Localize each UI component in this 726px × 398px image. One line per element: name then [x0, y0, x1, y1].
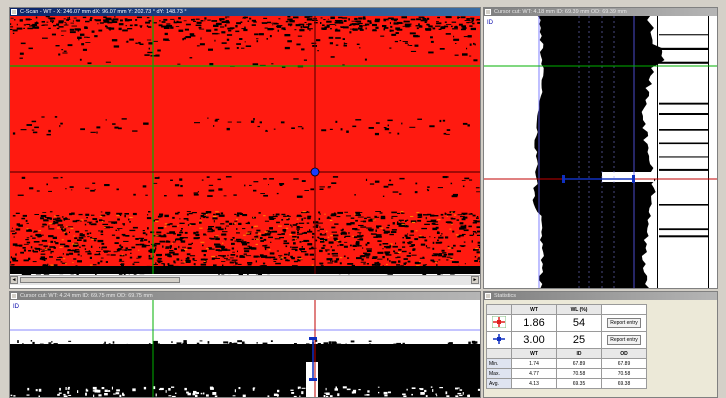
- cursor-cut-bottom-titlebar[interactable]: Cursor cut: WT: 4.24 mm ID: 69.75 mm OD:…: [10, 292, 480, 300]
- blue-cursor-icon[interactable]: [486, 331, 512, 349]
- id-label: ID: [13, 304, 19, 310]
- cell-wt: 1.74: [511, 358, 557, 369]
- blue-cursor-row: 3.00 25 Report entry: [486, 331, 647, 349]
- table-row: Avg. 4.13 69.35 69.38: [486, 378, 647, 389]
- id-label: ID: [487, 20, 493, 26]
- cell-id: 70.58: [556, 368, 602, 379]
- table-row: Min. 1.74 67.89 67.89: [486, 358, 647, 369]
- cscan-horizontal-scrollbar[interactable]: ◄ ►: [10, 275, 480, 285]
- cursor-cut-right-titlebar[interactable]: Cursor cut: WT: 4.18 mm ID: 69.39 mm OD:…: [484, 8, 717, 16]
- scroll-thumb[interactable]: [20, 277, 180, 283]
- header-cell: ID: [556, 348, 602, 359]
- scroll-right-button[interactable]: ►: [471, 276, 479, 284]
- statistics-title: Statistics: [494, 293, 517, 299]
- cell-id: 69.35: [556, 378, 602, 389]
- row-label: Max.: [486, 368, 512, 379]
- statistics-window: Statistics WT WL (%) 1.86 54 Report entr…: [483, 291, 718, 398]
- cursor-cut-bottom-profile[interactable]: [10, 300, 480, 398]
- header-cell: [486, 348, 512, 359]
- scroll-left-icon: ◄: [11, 277, 17, 283]
- scroll-left-button[interactable]: ◄: [10, 276, 18, 284]
- statistics-table: WT WL (%) 1.86 54 Report entry 3.00 25 R…: [486, 304, 647, 389]
- window-menu-icon[interactable]: [485, 9, 491, 15]
- cursor-cut-bottom-title: Cursor cut: WT: 4.24 mm ID: 69.75 mm OD:…: [20, 293, 153, 299]
- cscan-window: C-Scan - WT - X: 246.07 mm dX: 96.07 mm …: [9, 7, 481, 289]
- blue-cursor-wl: 25: [556, 331, 602, 349]
- scroll-right-icon: ►: [472, 277, 478, 283]
- header-cell: WT: [511, 348, 557, 359]
- stats-header-row: WT ID OD: [486, 348, 647, 359]
- cursor-cut-right-window: Cursor cut: WT: 4.18 mm ID: 69.39 mm OD:…: [483, 7, 718, 289]
- cursor-cut-right-title: Cursor cut: WT: 4.18 mm ID: 69.39 mm OD:…: [494, 9, 627, 15]
- header-cell: [601, 304, 647, 315]
- row-label: Avg.: [486, 378, 512, 389]
- header-cell: OD: [601, 348, 647, 359]
- cscan-title: C-Scan - WT - X: 246.07 mm dX: 96.07 mm …: [20, 9, 187, 15]
- red-cursor-wt: 1.86: [511, 314, 557, 332]
- cell-od: 69.38: [601, 378, 647, 389]
- header-cell: WT: [511, 304, 557, 315]
- report-entry-button[interactable]: Report entry: [607, 318, 641, 328]
- cell-id: 67.89: [556, 358, 602, 369]
- statistics-titlebar[interactable]: Statistics: [484, 292, 717, 300]
- red-cursor-icon[interactable]: [486, 314, 512, 332]
- cursor-cut-right-profile[interactable]: [484, 16, 717, 288]
- red-cursor-row: 1.86 54 Report entry: [486, 314, 647, 332]
- blue-cursor-wt: 3.00: [511, 331, 557, 349]
- header-cell: [486, 304, 512, 315]
- window-menu-icon[interactable]: [11, 9, 17, 15]
- cscan-titlebar[interactable]: C-Scan - WT - X: 246.07 mm dX: 96.07 mm …: [10, 8, 480, 16]
- window-menu-icon[interactable]: [11, 293, 17, 299]
- cell-wt: 4.13: [511, 378, 557, 389]
- cell-od: 70.58: [601, 368, 647, 379]
- red-cursor-wl: 54: [556, 314, 602, 332]
- header-cell: WL (%): [556, 304, 602, 315]
- row-label: Min.: [486, 358, 512, 369]
- cell-wt: 4.77: [511, 368, 557, 379]
- cursor-header-row: WT WL (%): [486, 304, 647, 315]
- cscan-image[interactable]: [10, 16, 480, 282]
- statistics-panel: WT WL (%) 1.86 54 Report entry 3.00 25 R…: [484, 300, 717, 397]
- report-entry-button[interactable]: Report entry: [607, 335, 641, 345]
- cursor-cut-bottom-window: Cursor cut: WT: 4.24 mm ID: 69.75 mm OD:…: [9, 291, 481, 398]
- cell-od: 67.89: [601, 358, 647, 369]
- table-row: Max. 4.77 70.58 70.58: [486, 368, 647, 379]
- window-menu-icon[interactable]: [485, 293, 491, 299]
